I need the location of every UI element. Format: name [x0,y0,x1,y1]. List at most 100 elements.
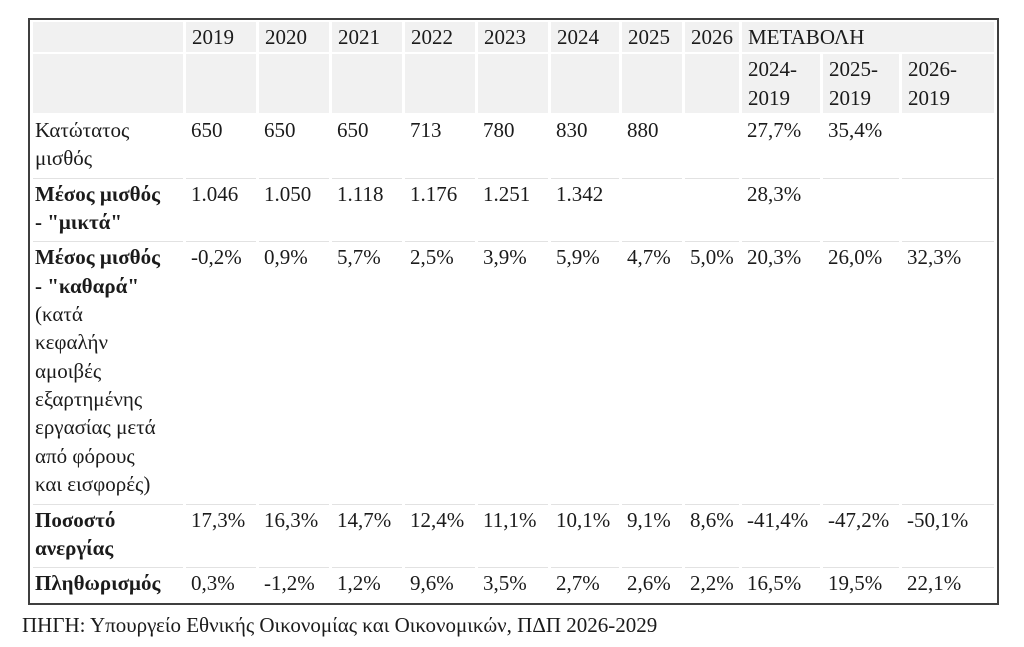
cell: 10,1% [551,503,619,566]
cell: 1,2% [332,567,402,600]
delta-cell: -47,2% [823,503,899,566]
row-label-bold: Μέσος μισθός - "καθαρά" [35,245,160,298]
row-average-wage-net: Μέσος μισθός - "καθαρά" (κατά κεφαλήν αμ… [33,241,994,501]
cell: 5,0% [685,241,739,501]
metaboli-header: ΜΕΤΑΒΟΛΗ [742,22,994,53]
cell: 9,1% [622,503,682,566]
cell: 16,3% [259,503,329,566]
delta-cell: 22,1% [902,567,994,600]
cell: 8,6% [685,503,739,566]
cell: 11,1% [478,503,548,566]
cell: 5,7% [332,241,402,501]
source-note: ΠΗΓΗ: Υπουργείο Εθνικής Οικονομίας και Ο… [22,613,658,637]
delta-cell [902,115,994,176]
row-label: Μέσος μισθός - "καθαρά" (κατά κεφαλήν αμ… [33,241,183,501]
cell: 2,5% [405,241,475,501]
row-label-bold: Πληθωρισμός [35,571,161,596]
cell: 650 [337,118,369,143]
year-header-2021: 2021 [332,22,402,53]
year-subheader-spacer [259,54,329,114]
cell: 1.046 [186,177,256,240]
cell: 2,6% [622,567,682,600]
year-subheader-spacer [332,54,402,114]
delta-cell [902,177,994,240]
year-header-2019: 2019 [186,22,256,53]
row-label-regular: Κατώτατος μισθός [35,118,130,171]
cell: 780 [483,118,515,143]
delta-cell: 26,0% [823,241,899,501]
cell [685,115,739,176]
table-header: 2019 2020 2021 2022 2023 2024 2025 2026 … [33,22,994,114]
cell [685,177,739,240]
year-subheader-spacer [478,54,548,114]
cell: 5,9% [551,241,619,501]
delta-cell: 20,3% [742,241,820,501]
delta-cell: 27,7% [747,118,802,143]
cell: 1.050 [259,177,329,240]
delta-cell: 28,3% [742,177,820,240]
row-label: Μέσος μισθός - "μικτά" [33,177,183,240]
year-subheader-spacer [685,54,739,114]
cell: 880 [627,118,659,143]
cell: 2,7% [551,567,619,600]
cell: 830 [556,118,588,143]
delta-cell: -50,1% [902,503,994,566]
delta-header-2024-2019: 2024-2019 [742,54,820,114]
cell: 12,4% [405,503,475,566]
delta-cell: 16,5% [742,567,820,600]
delta-cell: 19,5% [823,567,899,600]
cell [622,177,682,240]
cell: 14,7% [332,503,402,566]
row-average-wage-gross: Μέσος μισθός - "μικτά" 1.046 1.050 1.118… [33,177,994,240]
row-label: Ποσοστό ανεργίας [33,503,183,566]
cell: 3,5% [478,567,548,600]
year-header-2022: 2022 [405,22,475,53]
year-header-2020: 2020 [259,22,329,53]
cell: 9,6% [405,567,475,600]
delta-cell [823,177,899,240]
year-header-2023: 2023 [478,22,548,53]
cell: -1,2% [259,567,329,600]
row-label-bold: Μέσος μισθός - "μικτά" [35,181,160,235]
row-label-regular: (κατά κεφαλήν αμοιβές εξαρτημένης εργασί… [35,302,156,497]
table-body: Κατώτατος μισθός 650 650 650 713 780 830… [33,115,994,601]
row-minimum-wage: Κατώτατος μισθός 650 650 650 713 780 830… [33,115,994,176]
cell: 1.251 [478,177,548,240]
year-subheader-spacer [551,54,619,114]
delta-cell: -41,4% [742,503,820,566]
cell: 1.342 [551,177,619,240]
year-subheader-spacer [622,54,682,114]
cell: -0,2% [186,241,256,501]
year-header-2024: 2024 [551,22,619,53]
cell: 2,2% [685,567,739,600]
cell: 650 [191,118,223,143]
year-header-2026: 2026 [685,22,739,53]
row-label: Κατώτατος μισθός [33,115,183,176]
delta-cell: 32,3% [902,241,994,501]
corner-subheader-cell [33,54,183,114]
cell: 0,9% [259,241,329,501]
row-label: Πληθωρισμός [33,567,183,600]
year-subheader-spacer [405,54,475,114]
row-inflation: Πληθωρισμός 0,3% -1,2% 1,2% 9,6% 3,5% 2,… [33,567,994,600]
cell: 1.176 [405,177,475,240]
header-row-deltas: 2024-2019 2025-2019 2026-2019 [33,54,994,114]
year-header-2025: 2025 [622,22,682,53]
corner-header-cell [33,22,183,53]
row-unemployment-rate: Ποσοστό ανεργίας 17,3% 16,3% 14,7% 12,4%… [33,503,994,566]
row-label-bold: Ποσοστό ανεργίας [35,507,116,560]
delta-cell: 35,4% [828,118,883,143]
economic-indicators-table: 2019 2020 2021 2022 2023 2024 2025 2026 … [28,18,999,605]
cell: 650 [264,118,296,143]
cell: 3,9% [478,241,548,501]
delta-header-2025-2019: 2025-2019 [823,54,899,114]
cell: 0,3% [186,567,256,600]
cell: 17,3% [186,503,256,566]
cell: 713 [410,118,442,143]
year-subheader-spacer [186,54,256,114]
delta-header-2026-2019: 2026-2019 [902,54,994,114]
cell: 1.118 [332,177,402,240]
header-row-years: 2019 2020 2021 2022 2023 2024 2025 2026 … [33,22,994,53]
cell: 4,7% [622,241,682,501]
